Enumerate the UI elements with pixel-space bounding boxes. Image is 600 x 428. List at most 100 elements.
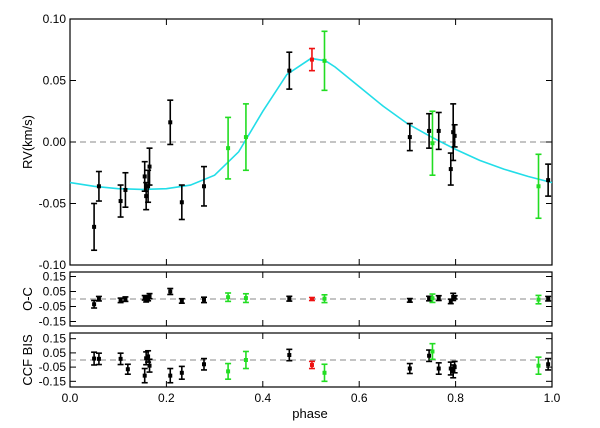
data-point — [178, 365, 185, 380]
point-marker — [92, 224, 97, 229]
point-marker — [201, 184, 206, 189]
data-point — [406, 297, 413, 303]
point-marker — [243, 135, 248, 140]
data-point — [122, 171, 129, 208]
y-axis-label: O-C — [20, 287, 35, 311]
data-point — [545, 163, 552, 197]
data-point — [545, 295, 552, 302]
data-point — [321, 363, 328, 383]
data-point — [406, 362, 413, 375]
point-marker — [96, 296, 101, 301]
y-tick-label: -0.05 — [39, 360, 67, 374]
point-marker — [448, 299, 453, 304]
x-tick-label: 1.0 — [544, 391, 561, 405]
data-point — [321, 293, 328, 304]
point-marker — [243, 296, 248, 301]
point-marker — [309, 297, 314, 301]
point-marker — [427, 128, 432, 133]
data-point — [286, 51, 293, 90]
point-marker — [427, 353, 432, 358]
point-marker — [452, 133, 457, 138]
data-point — [91, 351, 98, 366]
point-marker — [322, 58, 327, 63]
point-marker — [536, 363, 541, 368]
data-point — [141, 367, 148, 384]
point-marker — [309, 57, 314, 62]
point-marker — [168, 373, 173, 378]
point-marker — [322, 296, 327, 301]
point-marker — [451, 369, 456, 374]
y-tick-label: 0.05 — [43, 346, 67, 360]
data-point — [535, 356, 542, 376]
point-marker — [287, 353, 292, 358]
data-point — [435, 294, 442, 302]
point-marker — [146, 354, 151, 359]
point-marker — [92, 302, 97, 307]
data-point — [545, 357, 552, 371]
data-point — [435, 111, 442, 151]
data-point — [124, 363, 131, 376]
data-point — [308, 360, 315, 370]
data-point — [200, 296, 207, 304]
data-point — [451, 360, 458, 374]
data-point — [122, 296, 129, 303]
data-point — [225, 362, 232, 380]
point-marker — [201, 297, 206, 302]
point-marker — [96, 184, 101, 189]
data-point — [450, 103, 457, 162]
point-marker — [226, 295, 231, 300]
x-tick-label: 0.6 — [351, 391, 368, 405]
point-marker — [322, 370, 327, 375]
data-point — [535, 153, 542, 220]
point-marker — [546, 178, 551, 183]
point-marker — [142, 373, 147, 378]
y-tick-label: -0.15 — [39, 374, 67, 388]
data-point — [426, 112, 433, 149]
data-point — [95, 295, 102, 302]
data-point — [242, 350, 249, 370]
data-point — [535, 294, 542, 305]
x-axis-label: phase — [292, 406, 327, 421]
data-point — [225, 116, 232, 180]
data-point — [429, 110, 436, 177]
data-point — [91, 202, 98, 252]
data-point — [451, 294, 458, 300]
data-point — [146, 147, 153, 186]
point-marker — [536, 297, 541, 302]
y-axis-label: RV(km/s) — [20, 115, 35, 169]
point-marker — [146, 184, 151, 189]
data-point — [286, 348, 293, 362]
data-point — [167, 99, 174, 146]
point-marker — [287, 68, 292, 73]
x-tick-label: 0.8 — [447, 391, 464, 405]
data-point — [167, 287, 174, 296]
y-tick-label: 0.15 — [43, 332, 67, 346]
point-marker — [407, 298, 412, 303]
data-point — [167, 367, 174, 384]
point-marker — [92, 356, 97, 361]
point-marker — [436, 296, 441, 301]
data-point — [429, 342, 436, 361]
y-tick-label: 0.00 — [43, 135, 67, 149]
x-tick-label: 0.2 — [158, 391, 175, 405]
point-marker — [430, 349, 435, 354]
data-point — [146, 292, 153, 300]
point-marker — [546, 296, 551, 301]
point-marker — [452, 295, 457, 300]
panel-rv: 0.10 0.05 0.00 -0.05 -0.10 RV(km/s) — [20, 12, 553, 272]
panels-group: 0.100.050.00-0.05-0.10RV(km/s)0.150.05-0… — [20, 12, 561, 405]
data-point — [242, 292, 249, 304]
y-axis-label: CCF BIS — [20, 334, 35, 386]
data-point — [178, 184, 185, 221]
point-marker — [96, 356, 101, 361]
point-marker — [125, 367, 130, 372]
point-marker — [536, 184, 541, 189]
point-marker — [448, 366, 453, 371]
point-marker — [147, 164, 152, 169]
data-point — [308, 47, 315, 72]
point-marker — [123, 187, 128, 192]
panel-bis: 0.150.05-0.05-0.15 0.0 0.2 0.4 0.6 0.8 1.0 CCF … — [20, 332, 561, 405]
y-tick-label: 0.05 — [43, 285, 67, 299]
point-marker — [168, 289, 173, 294]
point-marker — [179, 200, 184, 205]
